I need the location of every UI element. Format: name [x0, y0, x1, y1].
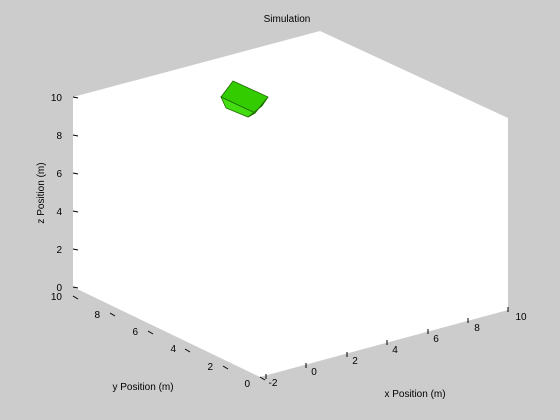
z-tick-label: 8: [56, 131, 62, 142]
x-tick-label: 8: [474, 323, 480, 334]
x-tick-label: 4: [392, 345, 398, 356]
z-tick-label: 10: [51, 93, 63, 104]
x-tick-label: 0: [311, 367, 317, 378]
y-tick-labels: 10 8 6 4 2 0: [51, 292, 251, 390]
plot-title: Simulation: [264, 14, 311, 25]
axes-box: [73, 31, 508, 377]
x-axis-label: x Position (m): [384, 389, 445, 400]
z-axis-label: z Position (m): [36, 162, 47, 223]
cube-object: [220, 80, 269, 118]
x-tick-label: 10: [515, 312, 527, 323]
y-tick-label: 2: [207, 362, 213, 373]
y-tick-label: 8: [94, 310, 100, 321]
x-tick-label: 2: [352, 356, 358, 367]
x-tick-label: 6: [433, 334, 439, 345]
y-axis-label: y Position (m): [112, 382, 173, 393]
y-tick-label: 4: [170, 344, 176, 355]
z-tick-label: 2: [56, 245, 62, 256]
y-tick-label: 6: [132, 327, 138, 338]
x-tick-labels: -2 0 2 4 6 8 10: [269, 312, 527, 389]
z-tick-labels: 0 2 4 6 8 10: [51, 93, 63, 294]
z-axis-ticks: [72, 96, 79, 289]
y-axis-ticks: [72, 295, 266, 381]
x-tick-label: -2: [269, 378, 278, 389]
z-tick-label: 6: [56, 169, 62, 180]
y-tick-label: 10: [51, 292, 63, 303]
cube-side-face: [247, 96, 269, 118]
z-tick-label: 4: [56, 207, 62, 218]
y-tick-label: 0: [244, 379, 250, 390]
x-axis-ticks: [265, 307, 509, 379]
z-tick-label: 0: [56, 283, 62, 294]
